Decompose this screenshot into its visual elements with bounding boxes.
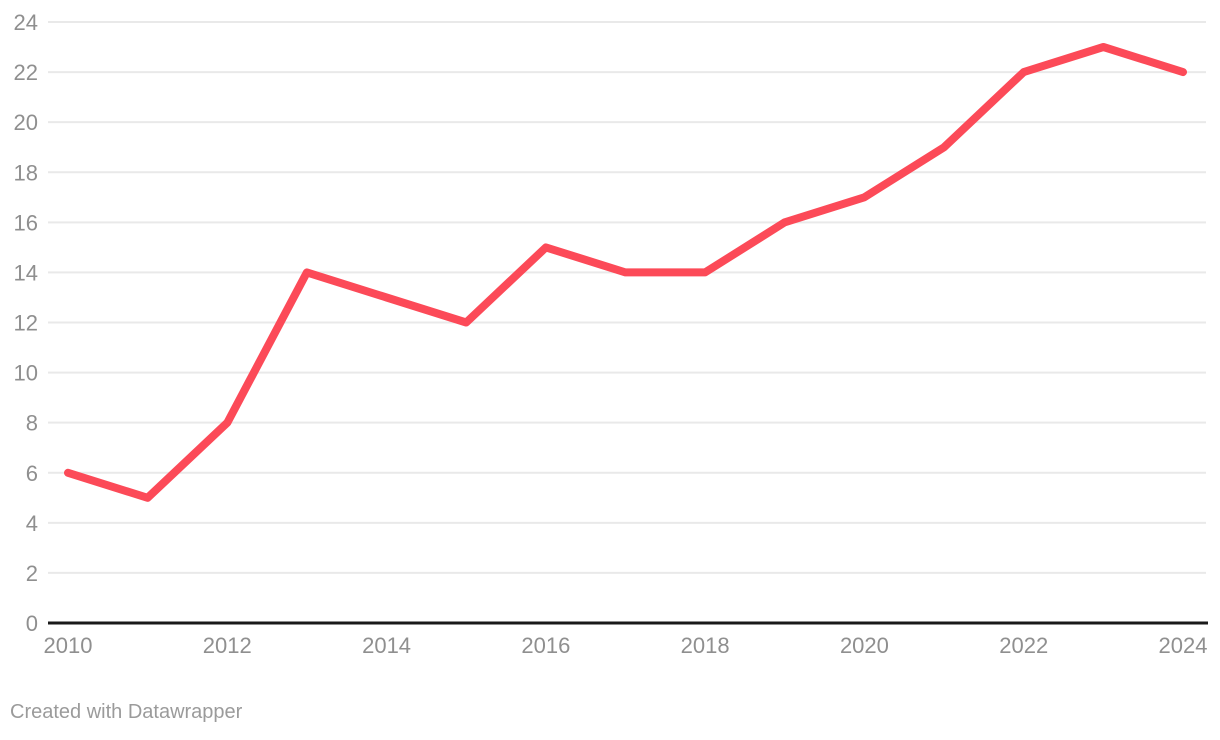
y-tick-label: 8 — [26, 411, 38, 436]
x-tick-label: 2010 — [44, 633, 93, 658]
datawrapper-credit-link[interactable]: Created with Datawrapper — [10, 701, 243, 723]
x-tick-label: 2014 — [362, 633, 411, 658]
y-tick-label: 16 — [14, 210, 38, 235]
y-tick-label: 14 — [14, 260, 38, 285]
y-tick-label: 4 — [26, 511, 38, 536]
y-tick-label: 22 — [14, 60, 38, 85]
y-tick-label: 24 — [14, 10, 38, 35]
x-tick-label: 2020 — [840, 633, 889, 658]
x-axis-tick-labels: 2010 2012 2014 2016 2018 2020 2022 2024 — [44, 633, 1208, 658]
x-tick-label: 2016 — [521, 633, 570, 658]
y-tick-label: 10 — [14, 361, 38, 386]
y-tick-label: 6 — [26, 461, 38, 486]
x-tick-label: 2024 — [1159, 633, 1208, 658]
gridlines — [48, 21, 1206, 574]
x-tick-label: 2018 — [681, 633, 730, 658]
x-tick-label: 2022 — [999, 633, 1048, 658]
y-tick-label: 18 — [14, 160, 38, 185]
x-tick-label: 2012 — [203, 633, 252, 658]
y-tick-label: 2 — [26, 561, 38, 586]
y-tick-label: 0 — [26, 611, 38, 636]
data-line-series[interactable] — [64, 43, 1187, 502]
y-tick-label: 20 — [14, 110, 38, 135]
y-tick-label: 12 — [14, 311, 38, 336]
